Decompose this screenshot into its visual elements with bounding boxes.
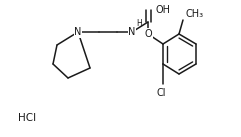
Text: N: N: [128, 27, 136, 37]
Text: HCl: HCl: [18, 113, 36, 123]
Text: H: H: [136, 19, 142, 28]
Text: O: O: [144, 29, 152, 39]
Text: Cl: Cl: [156, 88, 166, 98]
Text: CH₃: CH₃: [185, 9, 203, 19]
Text: OH: OH: [155, 5, 170, 15]
Text: N: N: [74, 27, 82, 37]
